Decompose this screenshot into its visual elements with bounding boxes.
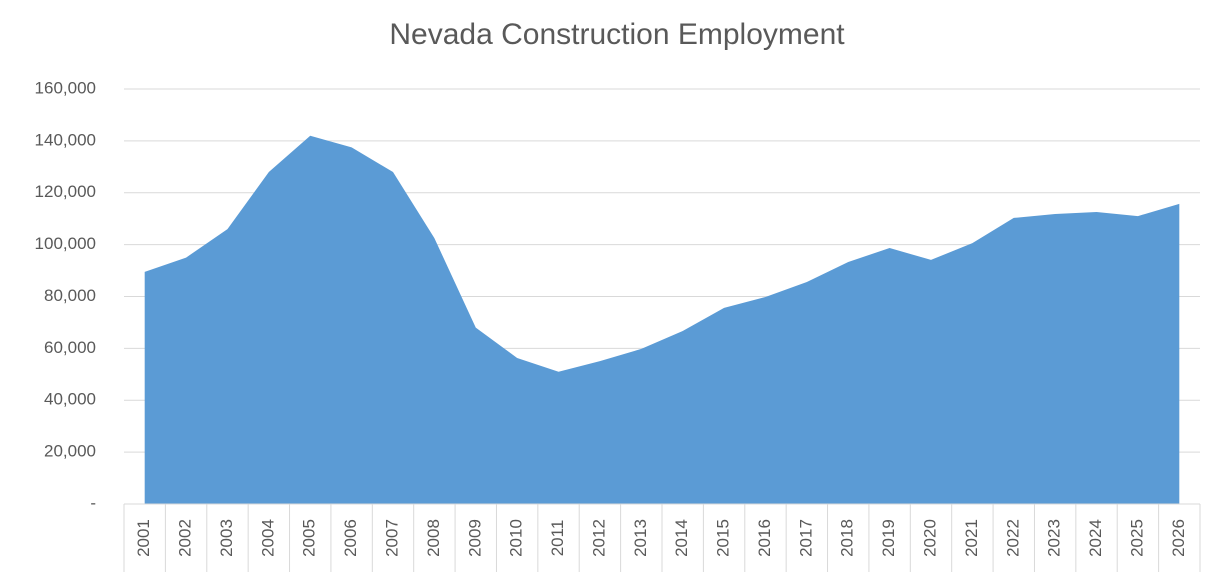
y-tick-label: - [90,493,96,512]
x-tick-label: 2015 [714,519,733,557]
x-tick-label: 2025 [1127,519,1146,557]
y-tick-label: 140,000 [35,130,96,149]
x-tick-label: 2010 [507,519,526,557]
x-tick-label: 2016 [755,519,774,557]
x-tick-label: 2006 [341,519,360,557]
x-tick-label: 2007 [382,519,401,557]
x-tick-label: 2003 [217,519,236,557]
x-tick-label: 2017 [796,519,815,557]
y-tick-label: 120,000 [35,182,96,201]
x-tick-label: 2018 [838,519,857,557]
x-tick-label: 2019 [879,519,898,557]
x-tick-label: 2022 [1003,519,1022,557]
y-tick-label: 160,000 [35,78,96,97]
x-tick-label: 2026 [1169,519,1188,557]
x-tick-label: 2005 [300,519,319,557]
x-tick-label: 2011 [548,520,567,557]
x-tick-label: 2008 [424,519,443,557]
x-tick-label: 2009 [465,519,484,557]
y-tick-label: 100,000 [35,234,96,253]
y-tick-label: 80,000 [44,286,96,305]
x-tick-label: 2013 [631,519,650,557]
x-tick-label: 2023 [1045,519,1064,557]
x-tick-label: 2012 [589,519,608,557]
area [144,135,1180,504]
chart-title: Nevada Construction Employment [389,18,845,51]
y-tick-label: 20,000 [44,442,96,461]
y-tick-label: 40,000 [44,390,96,409]
x-tick-label: 2001 [134,519,153,557]
y-tick-label: 60,000 [44,338,96,357]
x-tick-label: 2021 [962,519,981,557]
x-tick-label: 2014 [672,519,691,557]
x-tick-label: 2020 [920,519,939,557]
x-tick-label: 2002 [176,519,195,557]
x-tick-label: 2024 [1086,519,1105,557]
x-tick-label: 2004 [258,519,277,557]
